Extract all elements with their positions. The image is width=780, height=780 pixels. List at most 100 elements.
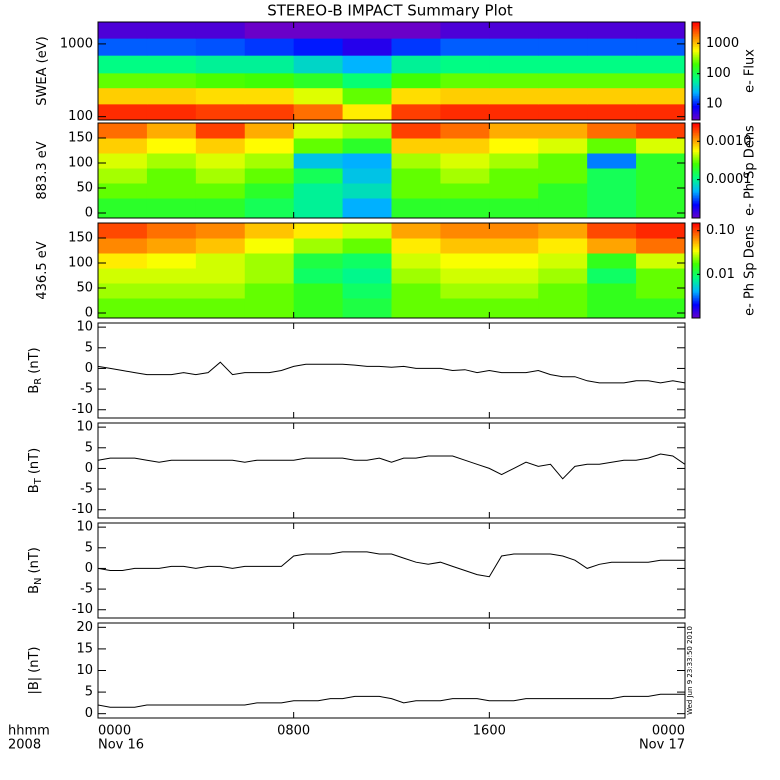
heatmap-cell	[342, 55, 392, 74]
colorbar-segment	[692, 135, 700, 138]
heatmap-cell	[293, 72, 344, 89]
colorbar-segment	[692, 313, 700, 316]
heatmap-cell	[244, 72, 295, 89]
colorbar-segment	[692, 195, 700, 198]
heatmap-cell	[293, 153, 344, 169]
heatmap-cell	[636, 72, 685, 89]
colorbar-segment	[692, 268, 700, 271]
colorbar-segment	[692, 138, 700, 141]
heatmap-cell	[195, 223, 246, 239]
colorbar-segment	[692, 59, 700, 62]
y-tick-label: 15	[76, 641, 93, 656]
colorbar-segment	[692, 98, 700, 101]
heatmap-cell	[489, 103, 539, 120]
heatmap-cell	[98, 298, 148, 318]
colorbar-segment	[692, 90, 700, 93]
heatmap-cell	[244, 153, 295, 169]
colorbar-segment	[692, 270, 700, 273]
colorbar-segment	[692, 175, 700, 178]
heatmap-cell	[489, 238, 539, 254]
heatmap-cell	[98, 123, 148, 139]
heatmap-cell	[538, 298, 588, 318]
colorbar-segment	[692, 253, 700, 256]
heatmap-cell	[636, 138, 685, 154]
heatmap-cell	[146, 283, 197, 299]
y-axis-label-main: 883.3 eV	[35, 141, 50, 199]
colorbar-segment	[692, 235, 700, 238]
series-line	[98, 361, 685, 384]
heatmap-cell	[440, 253, 490, 269]
colorbar-tick-label: 0.10	[706, 223, 735, 238]
colorbar-segment	[692, 300, 700, 303]
y-tick-label: 5	[85, 540, 93, 555]
heatmap-cell	[391, 123, 441, 139]
colorbar-segment	[692, 151, 700, 154]
colorbar-segment	[692, 213, 700, 216]
colorbar-segment	[692, 41, 700, 44]
y-axis-label-sub: T	[33, 477, 44, 485]
heatmap-cell	[146, 55, 197, 74]
colorbar-segment	[692, 39, 700, 43]
colorbar-segment	[692, 305, 700, 308]
y-tick-label: 0	[85, 361, 93, 376]
heatmap-cell	[636, 123, 685, 139]
colorbar-segment	[692, 237, 700, 240]
heatmap	[98, 22, 685, 120]
heatmap-cell	[244, 123, 295, 139]
colorbar-segment	[692, 251, 700, 254]
colorbar-segment	[692, 178, 700, 181]
y-tick-label: 0	[85, 561, 93, 576]
heatmap-cell	[244, 238, 295, 254]
heatmap-cell	[146, 38, 197, 56]
heatmap-cell	[391, 38, 441, 56]
y-axis-label-sub: R	[33, 378, 44, 385]
heatmap-cell	[391, 268, 441, 284]
heatmap-cell	[391, 103, 441, 120]
heatmap-cell	[146, 268, 197, 284]
colorbar-segment	[692, 242, 700, 245]
heatmap-cell	[391, 283, 441, 299]
heatmap-cell	[146, 183, 197, 199]
heatmap-cell	[98, 87, 148, 105]
heatmap-cell	[244, 103, 295, 120]
colorbar-frame	[691, 222, 701, 319]
colorbar-tick-label: 10	[706, 97, 723, 112]
colorbar-segment	[692, 291, 700, 294]
colorbar-segment	[692, 49, 700, 52]
colorbar-segment	[692, 145, 700, 148]
colorbar-segment	[692, 66, 700, 69]
colorbar-segment	[692, 176, 700, 179]
heatmap-cell	[391, 183, 441, 199]
heatmap-cell	[538, 87, 588, 105]
heatmap-cell	[587, 283, 637, 299]
heatmap-cell	[587, 298, 637, 318]
heatmap-cell	[440, 22, 490, 39]
colorbar-segment	[692, 61, 700, 64]
colorbar-segment	[692, 74, 700, 77]
colorbar-segment	[692, 92, 700, 95]
heatmap-cell	[293, 253, 344, 269]
heatmap-cell	[146, 87, 197, 105]
colorbar-tick-label: 100	[706, 66, 731, 81]
colorbar-segment	[692, 302, 700, 305]
panel-frame	[97, 622, 686, 719]
colorbar-segment	[692, 69, 700, 72]
colorbar-segment	[692, 164, 700, 167]
colorbar-segment	[692, 245, 700, 248]
heatmap-cell	[538, 183, 588, 199]
plot-title: STEREO-B IMPACT Summary Plot	[267, 2, 513, 20]
heatmap-cell	[195, 183, 246, 199]
colorbar-segment	[692, 126, 700, 129]
heatmap-cell	[587, 72, 637, 89]
y-tick-label: -5	[80, 482, 93, 497]
y-axis-label: BR (nT)	[27, 347, 45, 393]
heatmap-cell	[146, 103, 197, 120]
colorbar-segment	[692, 64, 700, 67]
colorbar-segment	[692, 259, 700, 262]
heatmap-cell	[195, 198, 246, 218]
heatmap-cell	[636, 268, 685, 284]
start-date: Nov 16	[98, 738, 144, 753]
series-line	[98, 551, 685, 578]
colorbar-segment	[692, 316, 700, 319]
